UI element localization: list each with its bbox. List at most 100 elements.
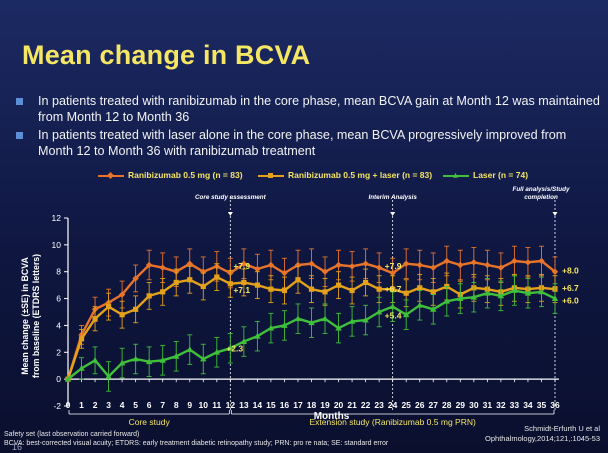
- y-tick-label: 12: [52, 213, 62, 223]
- data-point: [321, 268, 329, 275]
- milestone-label: Interim Analysis: [368, 194, 417, 201]
- data-point: [133, 306, 139, 312]
- data-point: [430, 305, 437, 312]
- x-tick-label: 17: [293, 400, 303, 410]
- data-point: [294, 315, 302, 322]
- data-point: [457, 261, 464, 269]
- data-label: +7.9: [385, 261, 402, 271]
- data-point: [308, 260, 315, 267]
- data-point: [335, 282, 342, 288]
- x-tick-label: 2: [93, 400, 98, 410]
- data-point: [105, 373, 112, 379]
- data-point: [241, 279, 247, 286]
- data-point: [321, 315, 329, 322]
- data-point: [376, 286, 382, 292]
- data-point: [363, 279, 369, 286]
- data-label: +7.9: [233, 261, 250, 271]
- data-point: [227, 344, 234, 351]
- x-tick-label: 30: [469, 400, 479, 410]
- data-point: [78, 365, 85, 371]
- x-tick-label: 25: [401, 400, 411, 410]
- legend-diamond-icon: [98, 171, 124, 180]
- data-point: [389, 269, 396, 277]
- data-point: [538, 288, 545, 295]
- x-tick-label: 10: [199, 400, 209, 410]
- data-point: [416, 261, 423, 269]
- data-point: [416, 301, 423, 308]
- x-tick-label: 15: [266, 400, 276, 410]
- data-point: [308, 286, 315, 292]
- data-point: [389, 303, 396, 310]
- data-point: [335, 261, 342, 269]
- page-number: 16: [12, 442, 22, 452]
- y-tick-label: 6: [56, 294, 61, 304]
- data-point: [78, 336, 85, 342]
- data-point: [281, 269, 288, 277]
- data-point: [402, 311, 410, 318]
- data-point: [213, 348, 221, 355]
- x-tick-label: 0: [66, 400, 71, 410]
- data-point: [159, 356, 166, 363]
- data-label: +6.0: [562, 296, 579, 306]
- bullet-list: In patients treated with ranibizumab in …: [16, 94, 604, 162]
- data-point: [145, 358, 153, 365]
- data-point: [64, 375, 72, 382]
- data-point: [322, 289, 328, 295]
- data-point: [551, 268, 559, 275]
- data-point: [511, 257, 518, 265]
- citation: Schmidt-Erfurth U et al Ophthalmology,20…: [470, 424, 600, 444]
- legend-label: Ranibizumab 0.5 mg (n = 83): [128, 170, 243, 180]
- x-tick-label: 5: [133, 400, 138, 410]
- data-point: [524, 289, 532, 296]
- data-label: +6.7: [385, 284, 402, 294]
- data-point: [173, 279, 179, 286]
- data-point: [417, 285, 423, 291]
- data-point: [443, 257, 450, 265]
- y-tick-label: 2: [56, 347, 61, 357]
- data-point: [281, 287, 288, 294]
- legend-item-ranibizumab-laser: Ranibizumab 0.5 mg + laser (n = 83): [258, 170, 432, 180]
- x-tick-label: 34: [523, 400, 533, 410]
- x-tick-label: 13: [239, 400, 249, 410]
- data-point: [362, 316, 369, 323]
- data-point: [118, 291, 126, 298]
- data-point: [348, 318, 356, 324]
- data-point: [403, 290, 409, 296]
- x-tick-label: 11: [212, 400, 221, 410]
- bullet-square-icon: [16, 98, 23, 105]
- footnote-line: Safety set (last observation carried for…: [4, 431, 140, 438]
- x-tick-label: 7: [160, 400, 165, 410]
- data-point: [390, 286, 396, 292]
- data-point: [484, 289, 491, 296]
- citation-line: Ophthalmology,2014;121,:1045-53: [485, 434, 600, 443]
- data-point: [267, 261, 275, 269]
- milestone-arrow-icon: [390, 212, 396, 216]
- data-point: [430, 264, 437, 271]
- x-tick-label: 22: [361, 400, 371, 410]
- data-point: [470, 293, 478, 300]
- x-tick-label: 1: [79, 400, 84, 410]
- y-tick-label: -2: [53, 401, 61, 411]
- x-tick-label: 3: [106, 400, 111, 410]
- data-point: [214, 274, 220, 280]
- data-point: [160, 289, 166, 295]
- data-point: [146, 293, 152, 299]
- bullet-item: In patients treated with laser alone in …: [16, 128, 604, 159]
- milestone-label: completion: [524, 194, 558, 201]
- data-point: [551, 295, 559, 301]
- legend-item-laser: Laser (n = 74): [443, 170, 528, 180]
- data-point: [308, 319, 315, 326]
- phase-label: Extension study (Ranibizumab 0.5 mg PRN): [310, 417, 476, 427]
- chart-legend: Ranibizumab 0.5 mg (n = 83) Ranibizumab …: [0, 170, 608, 184]
- data-point: [484, 261, 491, 269]
- footnotes: Safety set (last observation carried for…: [4, 430, 388, 448]
- citation-line: Schmidt-Erfurth U et al: [524, 424, 600, 433]
- milestone-arrow-icon: [552, 212, 558, 216]
- y-tick-label: 0: [56, 374, 61, 384]
- data-label: +2.3: [226, 343, 243, 353]
- data-point: [348, 263, 356, 270]
- milestone-label: Core study assessment: [195, 194, 267, 201]
- data-point: [538, 257, 545, 265]
- data-point: [254, 332, 261, 339]
- x-tick-label: 14: [253, 400, 263, 410]
